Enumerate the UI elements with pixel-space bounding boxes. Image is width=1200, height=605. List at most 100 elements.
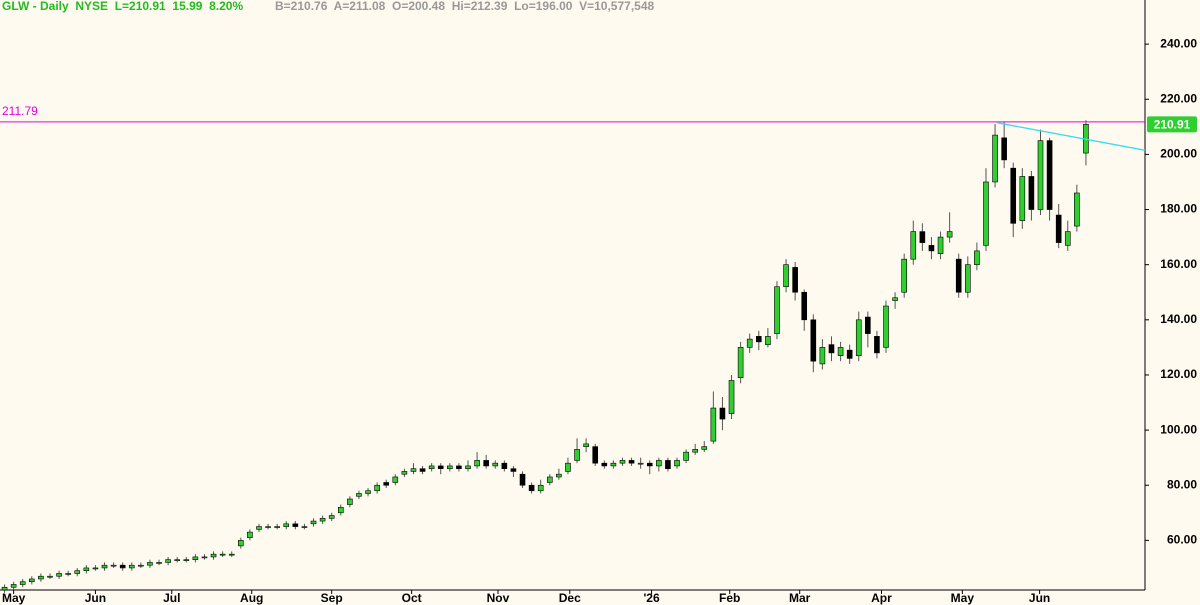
candle-body — [637, 462, 644, 465]
candle-body — [519, 473, 526, 486]
x-tick-label: Oct — [402, 591, 422, 605]
candle-body — [901, 258, 907, 293]
candle-body — [1046, 140, 1053, 210]
candle-body — [319, 518, 326, 522]
candle-body — [510, 468, 517, 472]
y-tick-label: 140.00 — [1160, 312, 1197, 326]
candle-body — [410, 468, 417, 472]
candle-body — [992, 134, 998, 183]
candle-body — [656, 460, 662, 467]
candle-body — [728, 380, 735, 414]
candle-body — [955, 258, 962, 293]
candle-body — [528, 484, 535, 492]
candle-body — [983, 181, 989, 246]
candle-body — [210, 553, 217, 558]
candle-body — [56, 573, 62, 577]
candle-body — [183, 559, 190, 561]
chart-title: GLW - Daily NYSE L=210.91 15.99 8.20% — [2, 0, 243, 13]
x-tick-label: Apr — [871, 591, 892, 605]
x-tick-label: Dec — [559, 591, 581, 605]
candle-body — [392, 476, 399, 483]
candle-body — [138, 564, 144, 567]
candle-body — [537, 484, 544, 492]
x-tick-label: Nov — [487, 591, 510, 605]
candle-body — [10, 584, 17, 588]
candle-body — [247, 531, 253, 538]
candle-body — [874, 336, 880, 354]
trendline — [996, 122, 1146, 151]
candle-body — [928, 245, 935, 252]
candle-body — [810, 319, 817, 362]
candle-body — [1010, 167, 1017, 224]
candle-body — [383, 482, 390, 486]
y-tick-label: 220.00 — [1160, 91, 1197, 105]
candle-body — [374, 484, 380, 492]
candle-body — [483, 460, 489, 467]
candle-body — [328, 515, 335, 519]
candle-body — [710, 407, 717, 442]
x-tick-label: Jul — [163, 591, 180, 605]
x-tick-label: Sep — [321, 591, 343, 605]
y-tick-label: 200.00 — [1160, 147, 1197, 161]
candle-body — [765, 336, 771, 345]
candle-body — [501, 462, 508, 469]
candle-body — [610, 462, 617, 467]
candle-body — [1064, 231, 1071, 246]
candle-body — [401, 471, 408, 475]
candle-body — [419, 468, 426, 472]
candle-body — [110, 564, 117, 567]
candle-body — [1001, 137, 1007, 161]
candle-body — [156, 562, 162, 564]
y-tick-label: 160.00 — [1160, 257, 1197, 271]
candle-body — [38, 575, 44, 580]
candle-body — [74, 570, 81, 574]
candle-body — [783, 264, 789, 288]
candle-body — [846, 349, 853, 359]
candle-body — [974, 250, 980, 265]
x-tick-label: Aug — [240, 591, 263, 605]
candle-body — [883, 305, 889, 348]
candle-body — [683, 451, 689, 461]
candle-body — [774, 286, 780, 334]
candle-body — [283, 523, 290, 527]
candle-body — [337, 506, 344, 514]
candle-body — [29, 578, 35, 583]
candle-body — [119, 564, 126, 569]
candle-body — [556, 473, 562, 478]
candle-body — [165, 559, 171, 563]
candle-body — [19, 581, 26, 585]
candle-body — [619, 460, 626, 464]
y-tick-label: 60.00 — [1167, 533, 1197, 547]
y-tick-label: 100.00 — [1160, 422, 1197, 436]
candle-body — [701, 446, 708, 450]
candle-body — [628, 460, 635, 464]
y-tick-label: 180.00 — [1160, 202, 1197, 216]
candle-body — [83, 567, 90, 572]
candle-body — [265, 526, 271, 528]
candle-body — [837, 347, 844, 356]
candle-body — [365, 490, 371, 494]
candle-body — [301, 526, 308, 528]
candle-body — [274, 526, 280, 528]
candle-body — [437, 465, 444, 469]
candle-body — [65, 573, 71, 575]
candle-body — [801, 291, 808, 321]
candle-body — [565, 462, 571, 472]
candle-body — [474, 460, 480, 467]
candle-body — [47, 575, 53, 578]
candle-body — [228, 553, 235, 556]
candle-body — [910, 231, 917, 260]
candle-body — [865, 316, 871, 334]
x-tick-label: May — [2, 591, 26, 605]
candle-body — [892, 297, 898, 301]
x-tick-label: '26 — [643, 591, 660, 605]
candle-body — [665, 460, 671, 469]
horizontal-line-label: 211.79 — [2, 104, 38, 118]
candle-body — [456, 465, 462, 469]
candle-body — [792, 267, 798, 293]
candle-body — [583, 443, 589, 447]
candle-body — [310, 520, 317, 525]
candle-body — [238, 540, 244, 547]
